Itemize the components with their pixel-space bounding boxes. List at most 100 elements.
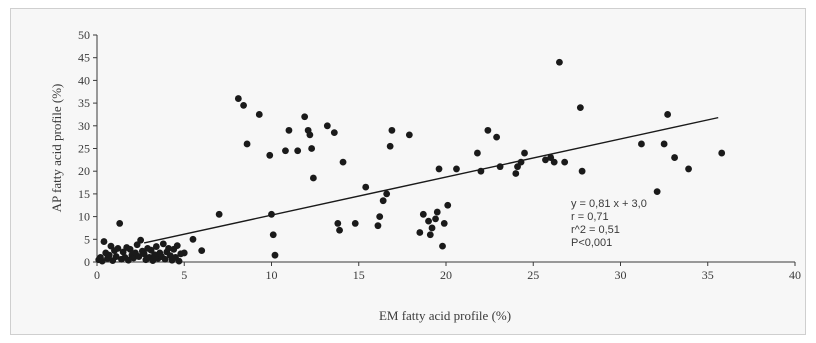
data-point [433, 208, 441, 216]
y-tick-label: 25 [78, 142, 90, 156]
data-point [550, 158, 558, 166]
data-point [351, 220, 359, 227]
data-point [428, 224, 436, 232]
y-tick-label: 30 [78, 119, 90, 133]
data-point [376, 213, 384, 221]
data-point [374, 222, 382, 230]
data-point [152, 243, 160, 250]
data-point [189, 235, 197, 243]
data-point [426, 231, 434, 239]
trendline [143, 116, 719, 244]
data-point [718, 149, 726, 157]
x-tick-label: 30 [615, 268, 627, 282]
data-point [105, 251, 113, 259]
x-tick-label: 20 [440, 268, 452, 282]
data-point [116, 220, 124, 227]
data-point [512, 170, 520, 177]
data-point [561, 158, 569, 166]
regression-annotation: P<0,001 [571, 237, 612, 249]
regression-annotation: r = 0,71 [571, 211, 609, 223]
data-point [330, 129, 338, 137]
data-point [362, 183, 370, 191]
x-tick-label: 25 [527, 268, 539, 282]
regression-annotation: r^2 = 0,51 [571, 224, 620, 236]
data-point [234, 95, 242, 102]
data-point [388, 126, 396, 134]
data-point [386, 142, 394, 150]
data-point [521, 149, 528, 157]
data-point [439, 242, 446, 250]
data-point [309, 174, 317, 182]
y-tick-label: 5 [84, 232, 90, 246]
data-point [334, 220, 342, 227]
data-point [660, 140, 668, 148]
data-point [556, 58, 563, 66]
y-tick-label: 40 [78, 73, 90, 87]
data-point [240, 101, 247, 109]
y-tick-label: 35 [78, 96, 90, 110]
chart-frame: 0 5 10 15 20 25 30 35 40 0 5 10 15 20 25 30 35 40 45 50 EM … [10, 8, 806, 335]
data-point [440, 220, 448, 227]
data-point [653, 188, 661, 196]
data-point [255, 111, 263, 118]
data-point [98, 257, 106, 265]
data-point [336, 226, 343, 234]
ticks: 0 5 10 15 20 25 30 35 40 0 5 10 15 20 25 30 35 40 45 50 [78, 28, 801, 282]
data-point [137, 236, 145, 244]
data-point [323, 122, 331, 130]
data-point [135, 253, 143, 260]
y-tick-label: 50 [78, 28, 90, 42]
data-point [140, 250, 148, 258]
data-point [175, 257, 183, 265]
y-tick-label: 0 [84, 255, 90, 269]
data-point [685, 165, 692, 173]
data-point [435, 165, 443, 173]
data-point [493, 133, 501, 141]
data-point [271, 251, 279, 259]
data-point [664, 111, 672, 118]
data-point [383, 190, 391, 198]
data-point [474, 149, 481, 157]
data-point [453, 165, 460, 173]
data-point [578, 167, 586, 175]
data-point [542, 156, 549, 164]
data-point [308, 145, 316, 152]
x-tick-label: 35 [702, 268, 714, 282]
data-point [285, 126, 293, 134]
x-tick-label: 5 [181, 268, 187, 282]
x-tick-label: 15 [353, 268, 365, 282]
data-point [671, 154, 678, 161]
data-point [301, 113, 309, 121]
data-point [165, 244, 172, 252]
scatter-plot: 0 5 10 15 20 25 30 35 40 0 5 10 15 20 25 30 35 40 45 50 EM … [49, 28, 801, 323]
x-tick-label: 10 [266, 268, 278, 282]
data-point [100, 238, 108, 245]
data-point [432, 215, 439, 223]
data-point [425, 217, 432, 225]
data-point [149, 257, 157, 265]
data-point [126, 245, 134, 253]
y-tick-label: 20 [78, 164, 90, 178]
data-point [215, 210, 223, 218]
data-point [161, 255, 169, 263]
y-tick-label: 45 [78, 51, 90, 65]
data-point [114, 244, 122, 252]
data-point [125, 256, 132, 264]
data-point [243, 140, 251, 148]
data-point [576, 104, 584, 112]
data-point [306, 131, 314, 139]
regression-annotation: y = 0,81 x + 3,0 [571, 198, 647, 210]
y-tick-label: 10 [78, 210, 90, 224]
data-point [266, 151, 274, 159]
data-point [379, 197, 387, 205]
data-point [198, 247, 206, 255]
y-tick-label: 15 [78, 187, 90, 201]
data-point [419, 210, 427, 218]
regression-annotations: y = 0,81 x + 3,0r = 0,71r^2 = 0,51P<0,00… [571, 198, 647, 249]
data-point [294, 147, 302, 155]
data-point [269, 231, 277, 239]
data-point [339, 158, 347, 166]
x-axis-title: EM fatty acid profile (%) [379, 308, 511, 323]
x-tick-label: 40 [789, 268, 801, 282]
data-point [638, 140, 645, 148]
